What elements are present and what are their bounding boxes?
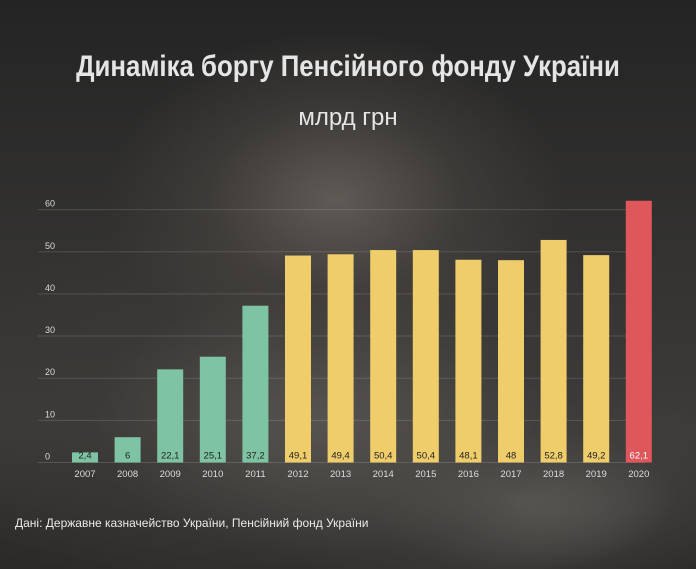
bar: [327, 254, 354, 463]
x-tick-label: 2012: [287, 469, 308, 480]
bar-value-label: 50,4: [374, 451, 393, 462]
bar: [285, 255, 311, 463]
x-tick-label: 2007: [74, 469, 95, 480]
y-tick-label: 60: [45, 199, 55, 209]
chart-subtitle: млрд грн: [298, 104, 398, 131]
y-tick-label: 30: [45, 325, 55, 335]
bar-value-label: 22,1: [161, 451, 180, 462]
data-source: Дані: Державне казначейство України, Пен…: [15, 516, 369, 530]
x-tick-label: 2015: [415, 469, 436, 480]
x-tick-label: 2010: [202, 469, 223, 480]
bar-value-label: 25,1: [204, 451, 223, 462]
x-tick-label: 2011: [245, 469, 265, 480]
chart-title: Динаміка боргу Пенсійного фонду України: [76, 50, 620, 83]
bar-value-label: 49,2: [587, 451, 606, 462]
bar-value-label: 6: [125, 451, 130, 462]
bar: [625, 200, 652, 463]
bar: [157, 369, 184, 463]
bar: [199, 356, 226, 463]
y-tick-label: 0: [45, 452, 50, 462]
bar: [370, 250, 397, 463]
bar-value-label: 62,1: [630, 451, 649, 462]
y-tick-label: 10: [45, 409, 55, 419]
y-tick-label: 40: [45, 283, 55, 293]
bar: [498, 260, 524, 463]
y-tick-label: 50: [45, 241, 55, 251]
bar: [455, 259, 482, 463]
x-tick-label: 2013: [330, 469, 351, 480]
bar: [72, 452, 98, 463]
x-tick-label: 2019: [586, 469, 607, 480]
bar: [242, 305, 269, 463]
x-tick-label: 2017: [500, 469, 521, 480]
bar-value-label: 50,4: [417, 451, 436, 462]
x-axis: 2007 2008 2009 2010 2011 2012 2013 2014 2015 2016…: [74, 469, 649, 480]
bar: [114, 437, 141, 463]
bar: [540, 239, 567, 463]
bar-value-label: 49,1: [289, 451, 308, 462]
y-axis: 0 10 20 30 40 50 60: [45, 199, 55, 462]
bars: 2,4 6 22,1 25,1 37,2 49,1 49,4 50,4 50,4 48,1 48 52…: [72, 200, 652, 463]
x-tick-label: 2018: [543, 469, 564, 480]
x-tick-label: 2020: [628, 469, 649, 480]
bar-value-label: 52,8: [544, 451, 563, 462]
y-tick-label: 20: [45, 367, 55, 377]
x-tick-label: 2009: [160, 469, 181, 480]
bar-value-label: 49,4: [331, 451, 350, 462]
bar-value-label: 48,1: [459, 451, 478, 462]
x-tick-label: 2008: [117, 469, 138, 480]
x-tick-label: 2016: [458, 469, 479, 480]
bar-value-label: 2,4: [78, 451, 91, 462]
bar-value-label: 37,2: [246, 451, 265, 462]
x-tick-label: 2014: [373, 469, 394, 480]
bar: [412, 250, 439, 463]
bar-value-label: 48: [506, 451, 517, 462]
bar: [583, 255, 610, 463]
